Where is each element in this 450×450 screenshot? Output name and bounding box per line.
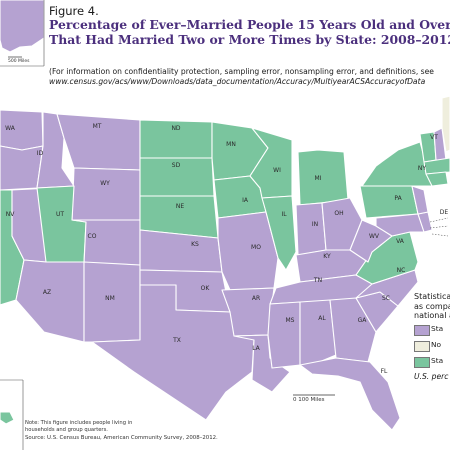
legend-item-higher: Sta [414, 323, 450, 337]
source-note: Source: U.S. Census Bureau, American Com… [25, 435, 218, 441]
state-label-ky: KY [323, 253, 331, 260]
title-line-2: That Had Married Two or More Times by St… [49, 32, 450, 47]
note-line-2: households and group quarters. [25, 426, 108, 433]
legend-swatch-green [414, 356, 430, 368]
state-ny [361, 141, 433, 187]
legend-item-not-different: No [414, 339, 450, 353]
state-label-ia: IA [242, 197, 249, 204]
state-label-mo: MO [251, 244, 261, 251]
legend-title-1: Statistica [414, 292, 450, 301]
state-label-sd: SD [172, 162, 181, 169]
state-me [441, 95, 450, 153]
state-label-la: LA [252, 345, 260, 352]
state-ms [267, 301, 301, 369]
state-label-de: DE [440, 209, 449, 216]
state-label-nc: NC [397, 267, 406, 274]
state-label-pa: PA [394, 195, 402, 202]
state-ct [425, 171, 449, 187]
state-label-ks: KS [191, 241, 199, 248]
legend-label-2: No [431, 339, 442, 349]
state-label-co: CO [88, 233, 97, 240]
state-label-oh: OH [334, 210, 343, 217]
figure-note: Note: This figure includes people living… [25, 420, 132, 433]
map-legend: Statistica as compa national a Sta No St… [414, 292, 450, 381]
state-label-id: ID [37, 150, 44, 157]
state-label-al: AL [318, 315, 326, 322]
state-fl [299, 357, 401, 431]
state-label-fl: FL [381, 368, 388, 375]
state-label-wa: WA [5, 125, 16, 132]
state-label-ar: AR [252, 295, 260, 302]
state-label-ut: UT [56, 211, 64, 218]
state-mo [217, 211, 279, 291]
state-label-il: IL [281, 211, 287, 218]
alaska-scale-label: 500 Miles [8, 59, 30, 64]
legend-item-lower: Sta [414, 355, 450, 369]
legend-label-3: Sta [431, 355, 444, 365]
legend-label-1: Sta [431, 323, 444, 333]
legend-title-2: as compa [414, 301, 450, 311]
state-label-va: VA [396, 238, 405, 245]
state-label-ne: NE [176, 203, 184, 210]
state-label-tn: TN [313, 277, 322, 284]
legend-note: U.S. perc [414, 371, 449, 381]
legend-swatch-beige [414, 340, 430, 352]
state-label-mt: MT [93, 123, 102, 130]
figure-label: Figure 4. [49, 4, 99, 18]
state-ak [0, 0, 45, 53]
state-label-ga: GA [358, 317, 368, 324]
map-title: Percentage of Ever–Married People 15 Yea… [49, 17, 450, 47]
state-az [15, 259, 85, 343]
state-il [261, 195, 297, 271]
subtitle-line-1: (For information on confidentiality prot… [49, 67, 434, 76]
state-label-in: IN [312, 221, 318, 228]
state-label-ny: NY [418, 165, 426, 172]
state-in [295, 202, 327, 256]
state-mi [297, 149, 349, 206]
state-hi [0, 411, 15, 425]
state-label-mi: MI [315, 175, 322, 182]
state-label-az: AZ [43, 289, 51, 296]
state-label-mn: MN [226, 141, 236, 148]
state-label-wy: WY [100, 180, 110, 187]
state-label-sc: SC [382, 295, 390, 302]
state-nm [83, 261, 141, 343]
state-label-wv: WV [369, 233, 380, 240]
state-label-nv: NV [6, 211, 15, 218]
title-line-1: Percentage of Ever–Married People 15 Yea… [49, 17, 450, 32]
main-scale-label: 0 100 Miles [293, 397, 325, 403]
state-label-ok: OK [201, 285, 211, 292]
state-label-tx: TX [172, 337, 181, 344]
state-ma [423, 157, 450, 175]
state-wy [71, 167, 141, 221]
state-label-nd: ND [171, 125, 180, 132]
state-ga [329, 297, 377, 363]
state-label-vt: VT [430, 134, 438, 141]
leader-lines [429, 217, 449, 237]
legend-title-3: national a [414, 311, 450, 320]
state-label-ms: MS [286, 317, 295, 324]
map-subtitle: (For information on confidentiality prot… [49, 67, 450, 87]
state-label-nm: NM [105, 295, 115, 302]
note-line-1: Note: This figure includes people living… [25, 420, 133, 426]
state-label-wi: WI [273, 167, 281, 174]
state-wi [249, 127, 293, 199]
subtitle-line-2: www.census.gov/acs/www/Downloads/data_do… [49, 77, 426, 86]
legend-swatch-purple [414, 324, 430, 336]
state-nj [411, 185, 429, 215]
state-pa [359, 185, 419, 219]
